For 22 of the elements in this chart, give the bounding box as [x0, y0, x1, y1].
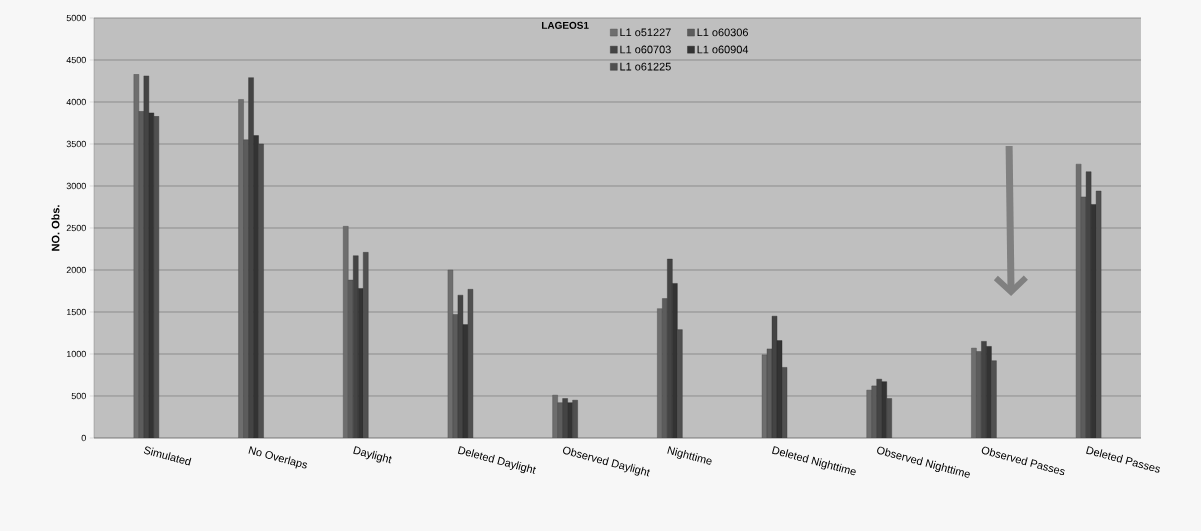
y-tick-label: 4000 — [66, 98, 86, 106]
legend-label: L1 o51227 — [620, 28, 671, 37]
y-axis-title: NO. Obs. — [51, 205, 60, 251]
legend-label: L1 o60904 — [697, 45, 749, 54]
chart-title: LAGEOS1 — [542, 21, 589, 29]
y-tick-label: 4500 — [66, 56, 86, 64]
y-tick-label: 0 — [81, 434, 86, 442]
y-tick-label: 3500 — [66, 140, 86, 148]
y-tick-label: 1500 — [66, 308, 86, 316]
y-tick-label: 5000 — [66, 14, 86, 22]
y-tick-label: 2500 — [66, 224, 86, 232]
legend-label: L1 o60703 — [620, 45, 671, 54]
y-tick-label: 1000 — [66, 350, 86, 358]
legend-label: L1 o60306 — [697, 28, 748, 37]
legend-label: L1 o61225 — [620, 62, 671, 71]
y-tick-label: 3000 — [66, 182, 86, 190]
x-tick-label: Deleted Daylight — [457, 446, 536, 474]
x-tick-label: Deleted Passes — [1086, 446, 1160, 473]
y-tick-label: 2000 — [66, 266, 86, 274]
x-tick-label: Daylight — [353, 446, 392, 464]
y-tick-label: 500 — [71, 392, 86, 400]
x-tick-label: No Overlaps — [248, 446, 308, 469]
